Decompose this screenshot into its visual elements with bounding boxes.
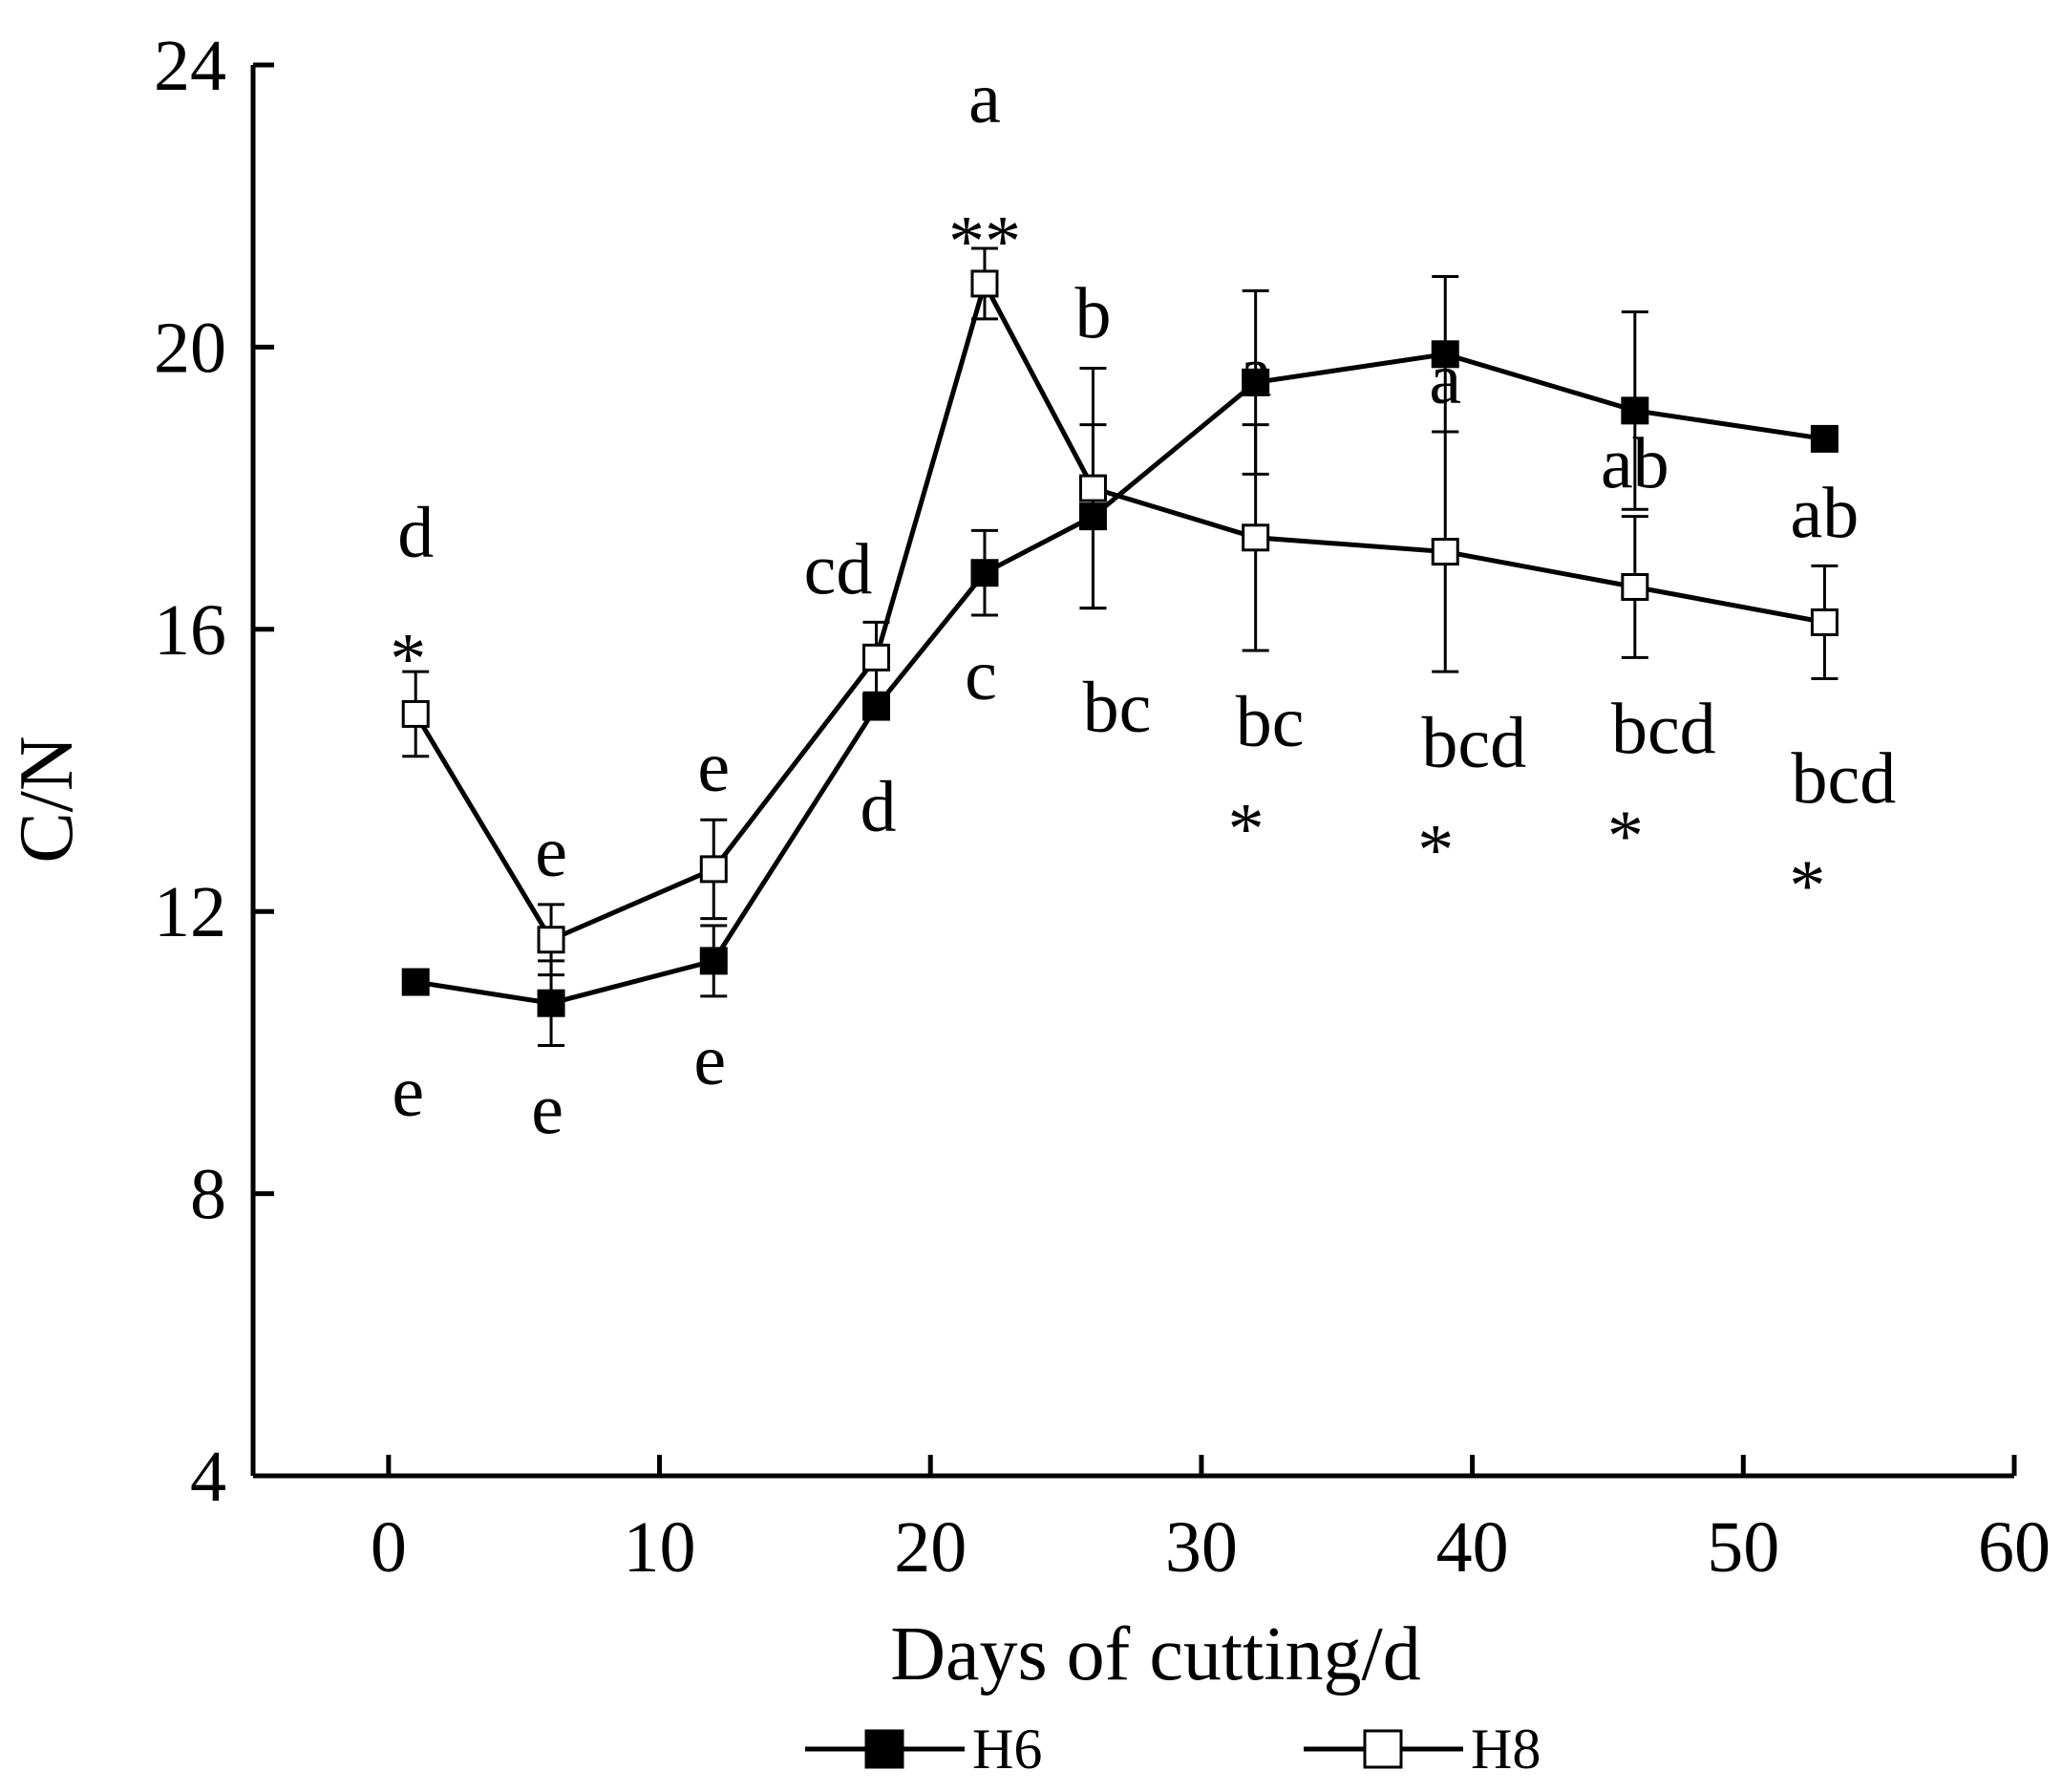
y-tick-label: 4 <box>190 1437 226 1517</box>
letter-label-h6: bcd <box>1611 689 1716 769</box>
significance-mark: * <box>1417 810 1454 890</box>
y-axis-label: C/N <box>5 736 89 863</box>
y-tick-label: 24 <box>154 26 226 106</box>
marker-h8 <box>1078 474 1107 502</box>
marker-h6 <box>1242 368 1270 396</box>
markers-h6 <box>401 340 1839 1017</box>
legend-item-h8: H8 <box>1304 1717 1541 1781</box>
letter-label-h8: cd <box>804 529 873 609</box>
letter-label-h8: a <box>968 58 1001 139</box>
significance-mark: * <box>1607 796 1644 876</box>
x-axis-label: Days of cutting/d <box>890 1612 1420 1696</box>
y-tick-label: 20 <box>154 308 226 388</box>
x-tick-label: 60 <box>1978 1507 2051 1588</box>
letter-label-h8: a <box>1240 332 1272 413</box>
letter-label-h8: e <box>535 812 567 892</box>
marker-h6 <box>1810 424 1839 453</box>
letter-label-h8: ab <box>1601 424 1669 504</box>
marker-h8 <box>861 643 890 672</box>
letter-label-h6: bc <box>1083 668 1152 748</box>
x-tick-label: 10 <box>624 1507 696 1588</box>
marker-h8 <box>970 269 999 298</box>
series-line-h6 <box>415 352 1825 1006</box>
letter-label-h8: e <box>697 727 730 807</box>
marker-h6 <box>1078 502 1107 531</box>
marker-h6 <box>699 947 728 975</box>
letter-label-h6: bcd <box>1792 738 1897 819</box>
x-tick-label: 20 <box>894 1507 967 1588</box>
legend-marker-h8 <box>1363 1729 1403 1769</box>
marker-h6 <box>1621 396 1649 425</box>
significance-mark: * <box>1789 845 1825 926</box>
marker-h6 <box>861 693 890 721</box>
marker-h8 <box>699 855 728 884</box>
legend-marker-h6 <box>864 1729 904 1769</box>
series-line-h8 <box>414 277 1825 943</box>
letter-label-h6: d <box>860 767 896 847</box>
letter-label-h6: c <box>965 635 997 715</box>
marker-h8 <box>401 699 430 728</box>
marker-h6 <box>401 968 430 996</box>
letter-label-h6: bcd <box>1421 703 1526 783</box>
letter-label-h6: e <box>693 1020 726 1100</box>
letter-label-h8: d <box>397 493 434 573</box>
marker-h6 <box>970 559 999 587</box>
series-layer <box>401 246 1839 1048</box>
legend-label-h8: H8 <box>1471 1717 1541 1781</box>
tick-group: 4 8 12 16 20 24 0 10 20 30 40 50 60 <box>154 26 2051 1588</box>
significance-mark: * <box>390 619 426 699</box>
marker-h8 <box>537 926 565 954</box>
marker-h6 <box>1431 340 1459 369</box>
letter-label-h6: bc <box>1236 682 1305 762</box>
markers-h8 <box>401 269 1839 954</box>
x-tick-label: 40 <box>1436 1507 1509 1588</box>
letter-label-h8: ab <box>1791 473 1860 553</box>
significance-mark: * <box>1228 789 1265 869</box>
letter-label-h6: e <box>392 1052 424 1132</box>
y-tick-label: 12 <box>154 872 226 952</box>
marker-h6 <box>537 989 565 1017</box>
legend-label-h6: H6 <box>972 1717 1042 1781</box>
legend: H6 H8 <box>805 1717 1541 1781</box>
x-tick-label: 0 <box>371 1507 407 1588</box>
series-h6 <box>402 275 1839 1048</box>
marker-h8 <box>1242 523 1270 552</box>
y-tick-label: 16 <box>154 590 226 671</box>
letter-label-h8: b <box>1074 274 1111 354</box>
letter-label-h6: e <box>531 1070 563 1150</box>
marker-h8 <box>1431 538 1459 566</box>
letter-label-h8: a <box>1429 339 1461 419</box>
significance-mark: ** <box>948 202 1021 282</box>
x-tick-label: 30 <box>1165 1507 1238 1588</box>
marker-h8 <box>1621 572 1649 601</box>
marker-h8 <box>1810 608 1839 636</box>
legend-item-h6: H6 <box>805 1717 1042 1781</box>
y-tick-label: 8 <box>190 1155 226 1235</box>
x-tick-label: 50 <box>1707 1507 1779 1588</box>
